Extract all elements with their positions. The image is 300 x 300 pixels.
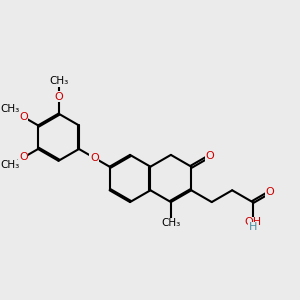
Text: O: O xyxy=(19,112,28,122)
Text: OH: OH xyxy=(244,217,261,227)
Text: CH₃: CH₃ xyxy=(161,218,181,228)
Text: O: O xyxy=(205,151,214,161)
Text: CH₃: CH₃ xyxy=(1,104,20,114)
Text: H: H xyxy=(248,222,257,232)
Text: O: O xyxy=(90,153,99,163)
Text: O: O xyxy=(54,92,63,102)
Text: O: O xyxy=(266,187,274,197)
Text: O: O xyxy=(19,152,28,163)
Text: CH₃: CH₃ xyxy=(1,160,20,170)
Text: CH₃: CH₃ xyxy=(49,76,68,86)
